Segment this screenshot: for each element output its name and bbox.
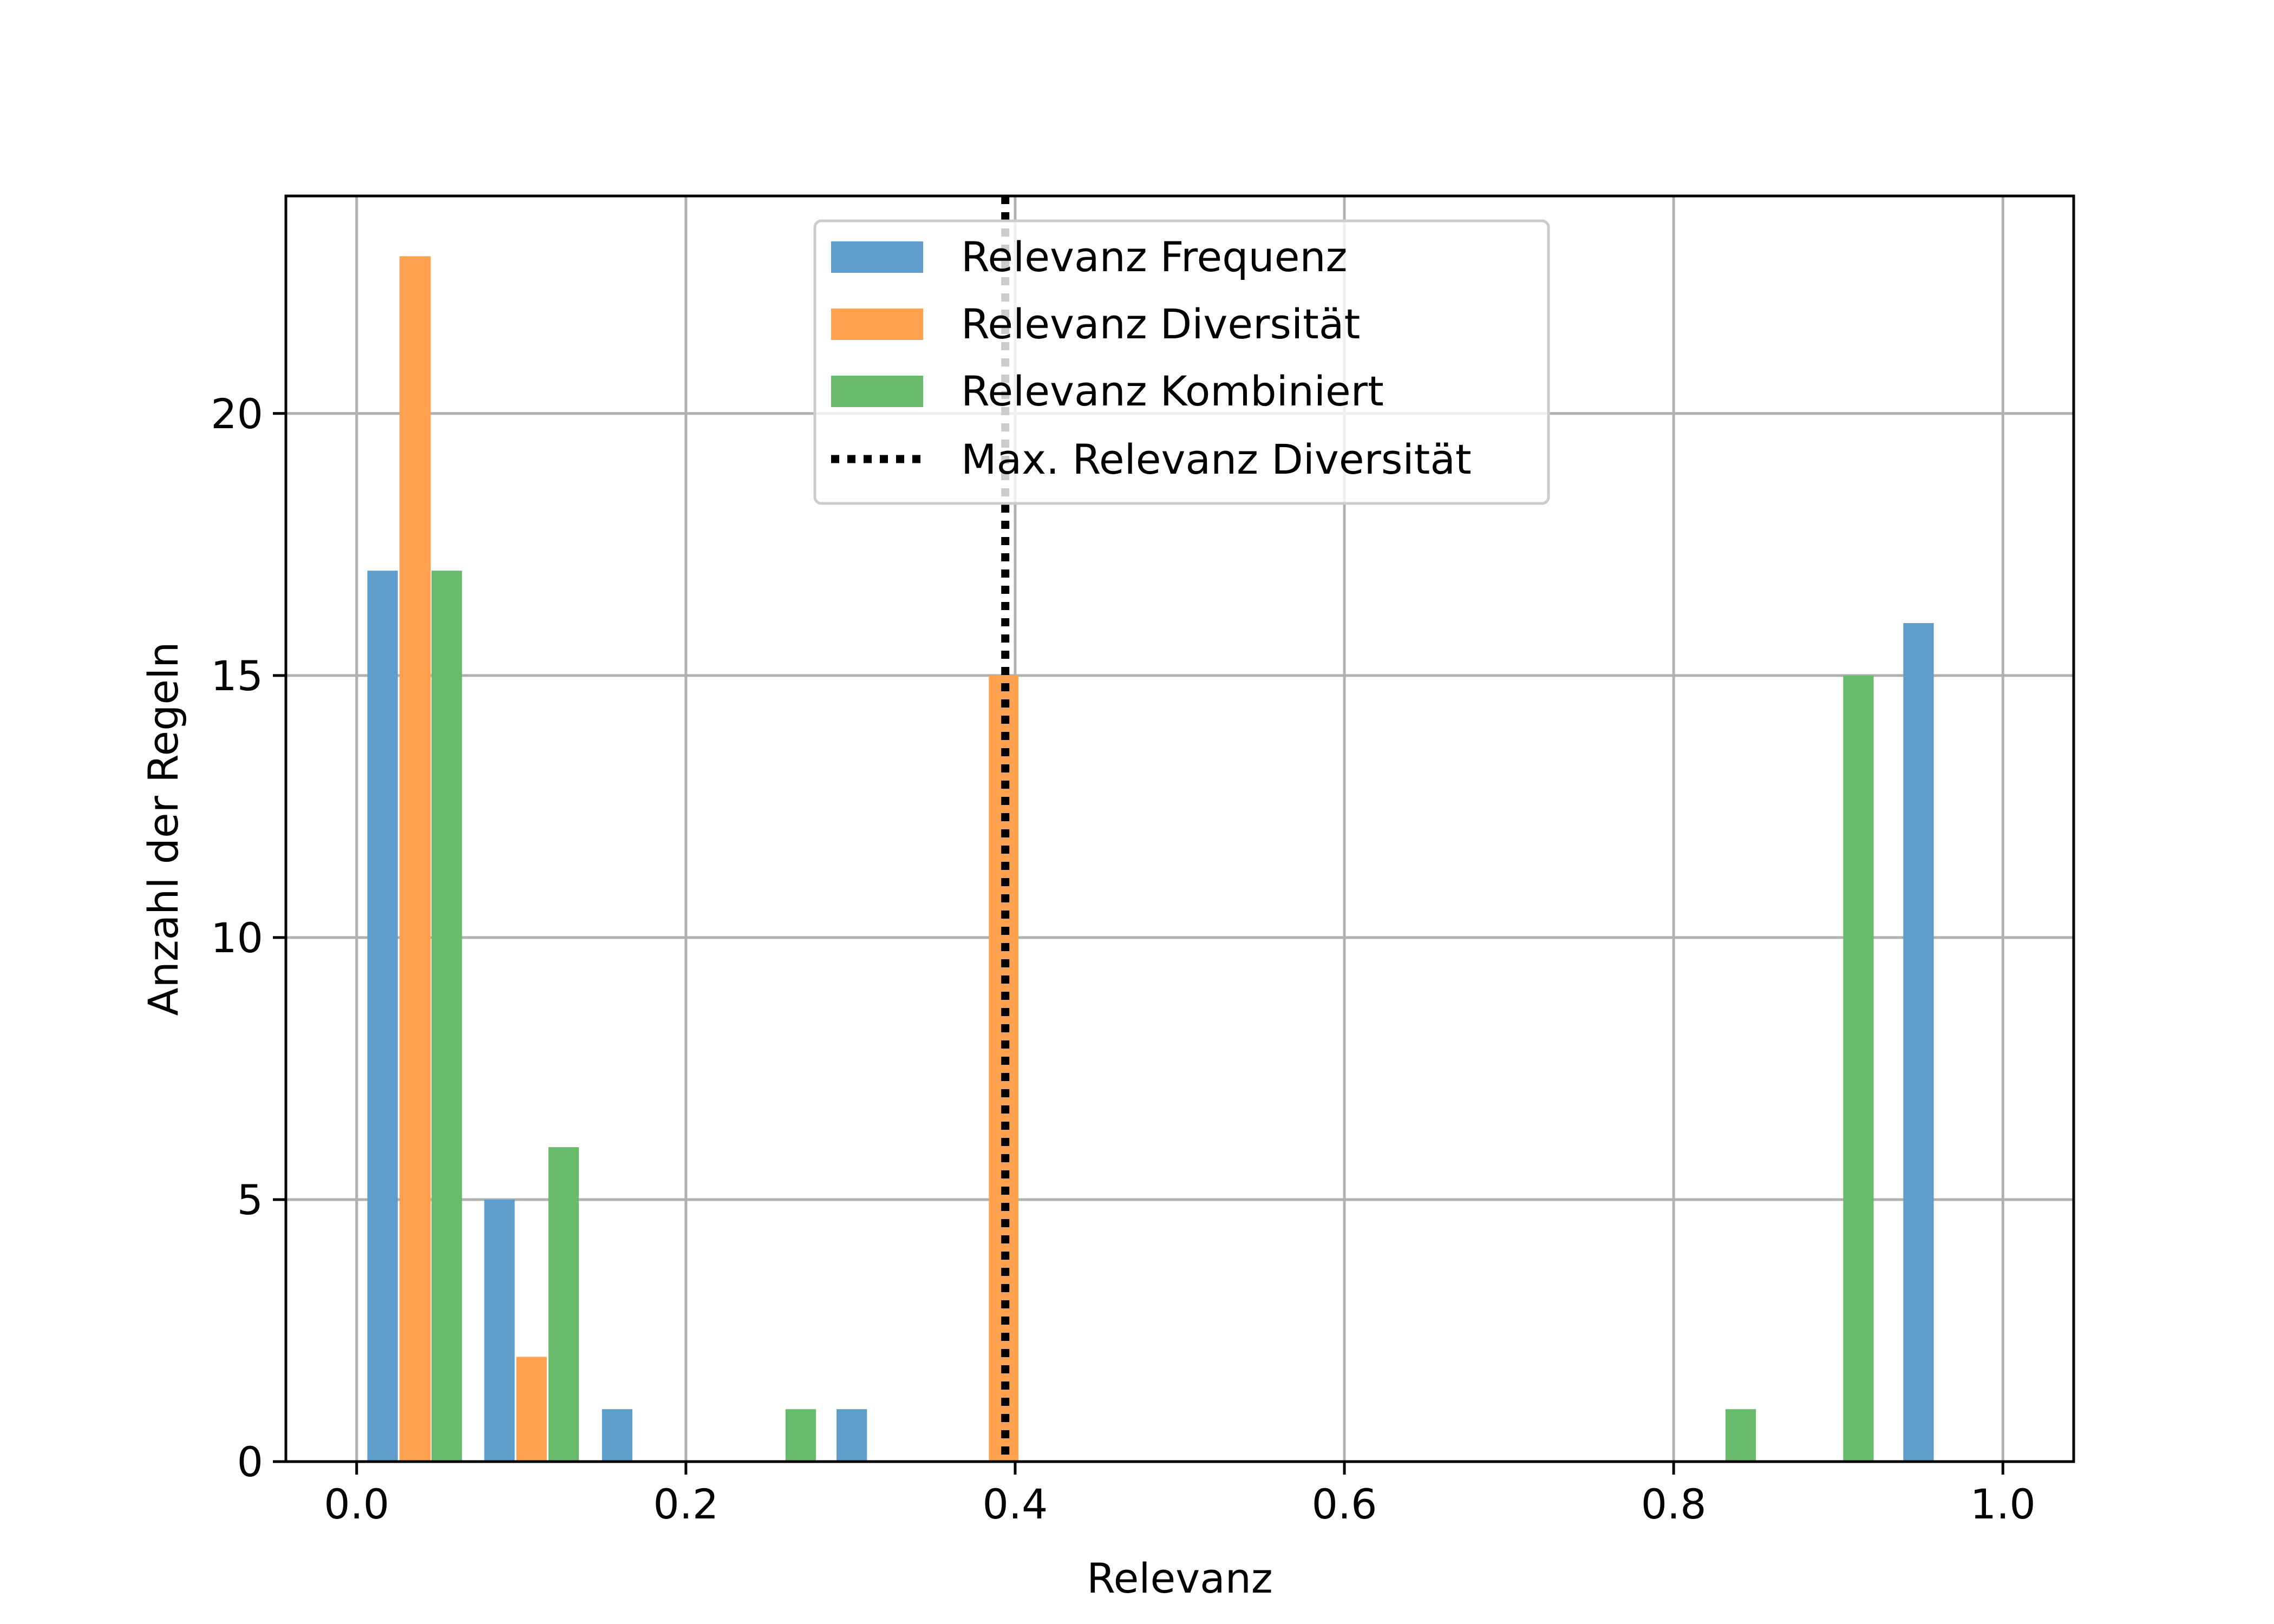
bar-series-2: [989, 675, 1019, 1462]
bar-series-3: [432, 571, 462, 1462]
bar-series-1: [1903, 623, 1934, 1462]
bar-series-1: [602, 1409, 633, 1462]
legend: Relevanz Frequenz Relevanz Diversität Rele…: [813, 219, 1550, 505]
legend-swatch: [831, 241, 923, 273]
bar-series-3: [1725, 1409, 1756, 1462]
legend-swatch: [831, 376, 923, 407]
x-tick-label: 1.0: [1970, 1480, 2036, 1528]
bar-series-3: [785, 1409, 816, 1462]
x-tick-label: 0.8: [1641, 1480, 1707, 1528]
legend-swatch: [831, 309, 923, 340]
legend-label: Max. Relevanz Diversität: [961, 435, 1472, 483]
y-tick-label: 0: [237, 1438, 263, 1486]
x-tick-label: 0.0: [324, 1480, 389, 1528]
bar-series-1: [367, 571, 398, 1462]
bar-series-3: [548, 1147, 579, 1462]
y-tick-label: 10: [211, 914, 263, 962]
histogram-bars: [367, 256, 1934, 1462]
x-tick-label: 0.6: [1312, 1480, 1377, 1528]
x-axis-label: Relevanz: [1087, 1554, 1273, 1602]
plot-frame: [284, 194, 2075, 1463]
y-axis-label: Anzahl der Regeln: [139, 642, 187, 1016]
bar-series-2: [516, 1357, 547, 1462]
legend-label: Relevanz Kombiniert: [961, 367, 1384, 415]
bar-series-1: [837, 1409, 867, 1462]
legend-label: Relevanz Frequenz: [961, 233, 1348, 281]
y-tick-label: 20: [211, 390, 263, 438]
bar-series-3: [1843, 675, 1874, 1462]
y-axis-ticks: 0 5 10 15 20: [211, 390, 286, 1486]
x-tick-label: 0.4: [983, 1480, 1048, 1528]
y-tick-label: 15: [211, 652, 263, 700]
x-axis-ticks: 0.0 0.2 0.4 0.6 0.8 1.0: [324, 1462, 2036, 1528]
bar-series-1: [484, 1199, 515, 1462]
legend-label: Relevanz Diversität: [961, 300, 1360, 348]
bar-series-2: [399, 256, 431, 1462]
legend-box: [813, 219, 1550, 505]
x-tick-label: 0.2: [653, 1480, 718, 1528]
y-tick-label: 5: [237, 1176, 263, 1224]
